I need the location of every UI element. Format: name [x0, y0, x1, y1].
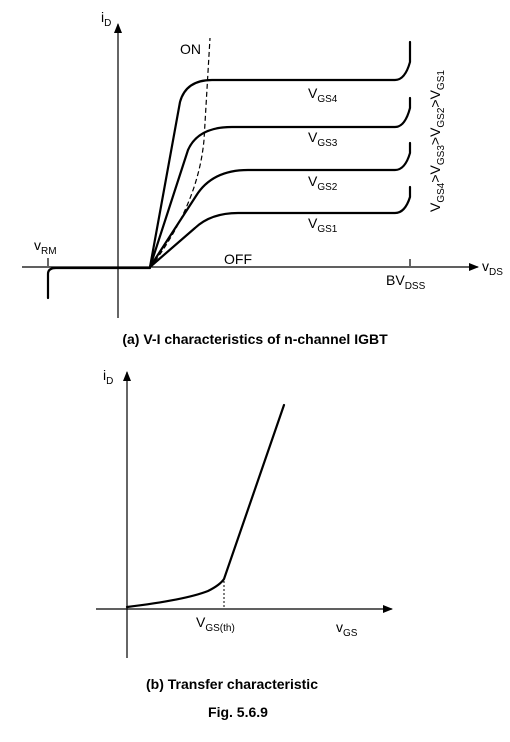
vi-characteristics-diagram: iD vDS vRM OFF ON VGS4 VGS3 VGS2 VGS1 BV…	[22, 9, 503, 318]
bvdss-label: BVDSS	[386, 272, 426, 292]
label-vgs2: VGS2	[308, 173, 338, 193]
vi-x-axis-label: vDS	[482, 258, 503, 278]
curve-vgs4	[148, 40, 412, 269]
transfer-curve	[125, 403, 286, 609]
on-boundary-line	[149, 37, 211, 269]
vgs-inequality-label: VGS4>VGS3>VGS2>VGS1	[427, 70, 447, 212]
transfer-y-axis-label: iD	[103, 367, 113, 387]
off-label: OFF	[224, 251, 252, 267]
curve-vgs3	[148, 96, 412, 269]
label-vgs3: VGS3	[308, 129, 338, 149]
curve-vgs1	[148, 185, 412, 269]
on-label: ON	[180, 41, 201, 57]
threshold-label: VGS(th)	[196, 614, 235, 634]
curve-vgs2	[148, 141, 412, 269]
caption-transfer: (b) Transfer characteristic	[146, 676, 318, 692]
vrm-label: vRM	[34, 237, 57, 257]
label-vgs4: VGS4	[308, 85, 338, 105]
figure-number: Fig. 5.6.9	[208, 704, 268, 720]
transfer-characteristic-diagram: iD vGS VGS(th)	[96, 367, 393, 658]
transfer-x-axis-label: vGS	[336, 619, 358, 639]
vi-y-axis-label: iD	[101, 9, 111, 29]
caption-vi: (a) V-I characteristics of n-channel IGB…	[122, 331, 388, 347]
reverse-breakdown-curve	[46, 266, 120, 300]
label-vgs1: VGS1	[308, 215, 338, 235]
